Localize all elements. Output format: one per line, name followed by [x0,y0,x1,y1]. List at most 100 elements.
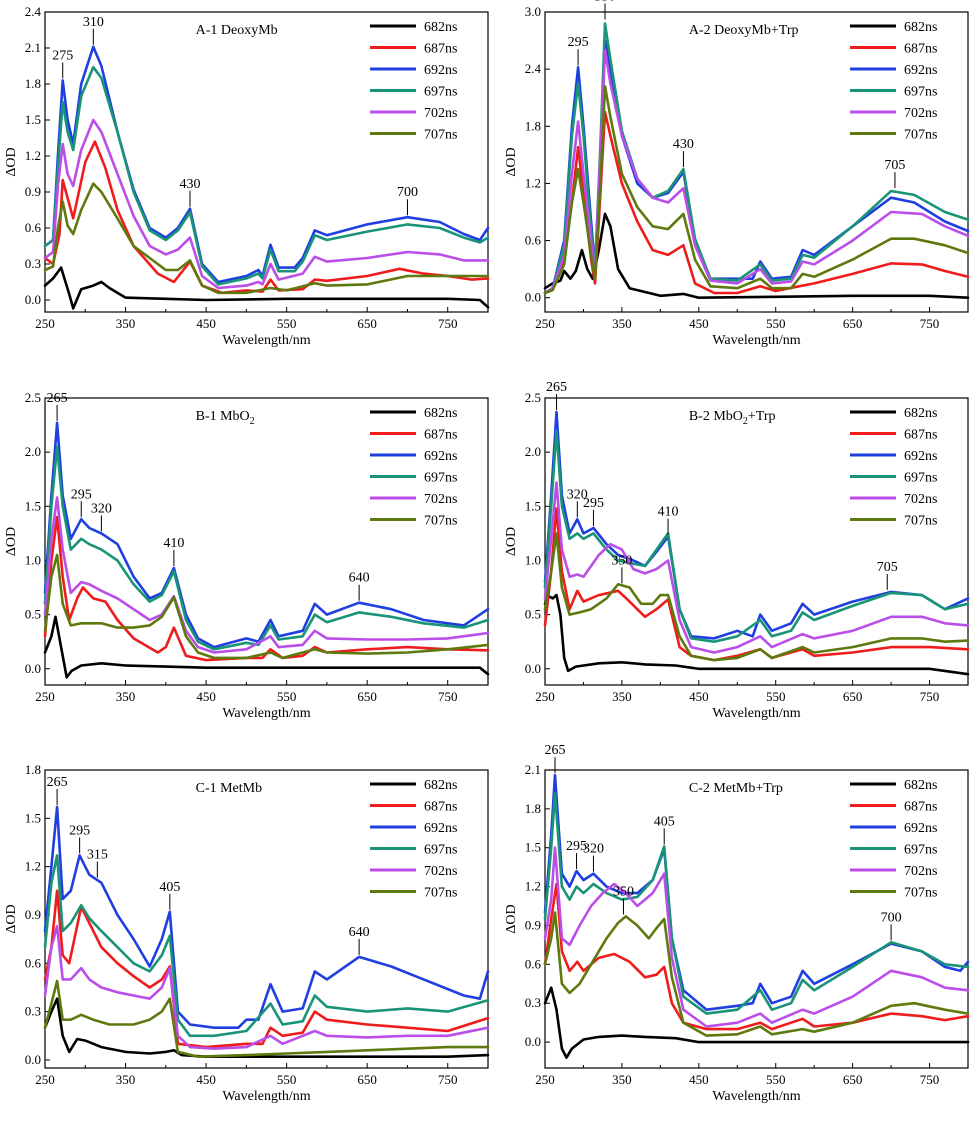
legend-label: 692ns [424,449,457,464]
series-line-707ns [543,532,970,662]
x-tick-label: 550 [277,316,297,331]
y-tick-label: 2.1 [25,40,41,55]
panel-sample: DeoxyMb+Trp [714,23,798,38]
panel-c-1: 250 350 450 550 650 750 0.0 0.3 0.6 0.9 1.2 1.5 1.8 W… [4,762,490,1104]
y-tick-label: 0.3 [25,256,41,271]
panel-sample-subscript: 2 [250,416,255,427]
panel-a-2: 250 350 450 550 650 750 0.0 0.6 1.2 1.8 2.4 3.0 Wave… [504,0,970,348]
x-tick-label: 250 [535,1072,555,1087]
y-tick-label: 0.5 [25,607,41,622]
y-tick-label: 1.2 [525,175,541,190]
panel-sample: MbO [713,409,743,424]
legend-label: 682ns [424,778,457,793]
series-line-697ns [43,854,490,1038]
legend-label: 702ns [424,106,457,121]
panel-a-1: 250 350 450 550 650 750 0.0 0.3 0.6 0.9 1.2 1.5 1.8 2… [4,4,490,348]
series-line-687ns [43,140,490,295]
x-tick-label: 650 [843,1072,863,1087]
peak-label: 705 [884,158,905,173]
panel-title: C-2 MetMb+Trp [689,781,783,796]
panel-b-2: 250 350 450 550 650 750 0.0 0.5 1.0 1.5 2.0 2.5 Wave… [504,380,970,721]
panel-sample: DeoxyMb [221,23,278,38]
x-tick-label: 550 [766,1072,786,1087]
series-line-702ns [43,118,490,290]
series-line-702ns [543,48,970,295]
y-tick-label: 1.2 [525,879,541,894]
peak-label: 320 [91,501,112,516]
series-line-707ns [43,979,490,1058]
peak-label: 265 [47,391,68,406]
x-tick-label: 650 [357,689,377,704]
peak-label: 295 [566,839,587,854]
panel-title: A-2 DeoxyMb+Trp [689,23,799,38]
legend-label: 697ns [424,471,457,486]
x-tick-label: 550 [277,689,297,704]
y-tick-label: 0.6 [525,233,542,248]
x-tick-label: 750 [920,689,940,704]
y-tick-label: 2.5 [25,390,41,405]
series-line-702ns [543,481,970,654]
y-axis-label: ΔOD [4,147,19,176]
legend: 682ns 687ns 692ns 697ns 702ns 707ns [850,406,937,529]
peak-label: 295 [583,496,604,511]
x-tick-label: 750 [920,316,940,331]
y-tick-label: 0.9 [25,907,41,922]
series-line-702ns [543,846,970,1028]
legend: 682ns 687ns 692ns 697ns 702ns 707ns [850,778,937,901]
panel-sample: MbO [220,409,250,424]
legend: 682ns 687ns 692ns 697ns 702ns 707ns [850,20,937,143]
y-tick-label: 1.5 [525,498,541,513]
x-tick-label: 550 [766,689,786,704]
y-tick-label: 0.3 [525,995,541,1010]
panel-title: C-1 MetMb [196,781,263,796]
legend-label: 682ns [904,20,937,35]
y-axis-label: ΔOD [4,904,19,933]
series-line-692ns [43,421,490,649]
series-line-682ns [43,266,490,310]
peak-label: 700 [881,910,902,925]
plot-frame [544,11,969,313]
panel-c-2: 250 350 450 550 650 750 0.0 0.3 0.6 0.9 1.2 1.5 1.8 2… [504,743,970,1104]
plot-frame [44,397,489,686]
plot-frame [544,397,969,686]
peak-label: 410 [163,536,184,551]
x-axis-label: Wavelength/nm [712,1089,800,1104]
panel-id: A-1 [196,23,221,38]
legend: 682ns 687ns 692ns 697ns 702ns 707ns [370,20,457,143]
x-tick-label: 550 [766,316,786,331]
peak-label: 265 [544,743,565,758]
x-tick-label: 250 [35,689,55,704]
peak-label: 275 [52,48,73,63]
x-tick-label: 650 [357,1072,377,1087]
panel-id: B-1 [196,409,221,424]
series-line-707ns [543,911,970,1037]
y-tick-label: 0.0 [525,1034,541,1049]
y-tick-label: 2.4 [525,61,542,76]
x-tick-label: 750 [920,1072,940,1087]
x-tick-label: 450 [689,316,709,331]
y-tick-label: 2.0 [525,444,541,459]
peak-label: 405 [654,814,675,829]
x-axis-label: Wavelength/nm [222,333,310,348]
series-line-702ns [43,924,490,1050]
legend-label: 687ns [904,428,937,443]
y-tick-label: 1.5 [25,810,41,825]
panel-sample-suffix: +Trp [748,409,776,424]
series-line-707ns [543,85,970,295]
series-line-697ns [43,445,490,651]
panel-title: B-1 MbO2 [196,409,255,427]
legend-label: 702ns [424,864,457,879]
y-tick-label: 0.0 [25,292,41,307]
x-axis-label: Wavelength/nm [222,706,310,721]
series-line-682ns [43,615,490,679]
legend-label: 697ns [424,85,457,100]
panel-b-1: 250 350 450 550 650 750 0.0 0.5 1.0 1.5 2.0 2.5 Wave… [4,390,490,721]
x-tick-label: 250 [535,689,555,704]
legend-label: 697ns [904,843,937,858]
x-tick-label: 350 [116,1072,136,1087]
y-tick-label: 0.9 [525,917,541,932]
legend-label: 702ns [904,106,937,121]
legend-label: 687ns [424,428,457,443]
